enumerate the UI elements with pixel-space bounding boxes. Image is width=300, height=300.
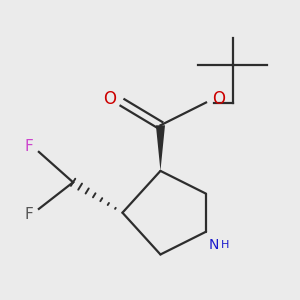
Text: F: F — [25, 207, 34, 222]
Text: O: O — [212, 90, 225, 108]
Text: N: N — [208, 238, 219, 252]
Text: F: F — [25, 139, 34, 154]
Polygon shape — [156, 125, 165, 171]
Text: O: O — [103, 90, 116, 108]
Text: H: H — [221, 240, 229, 250]
